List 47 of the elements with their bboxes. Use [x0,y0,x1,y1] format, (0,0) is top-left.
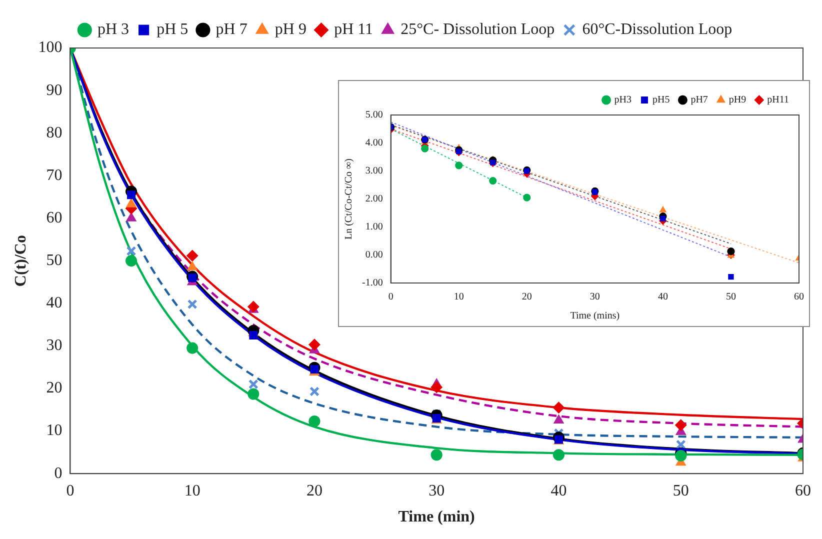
y-tick-label: 50 [46,252,62,270]
x-axis-title: Time (mins) [570,310,620,322]
y-tick-label: 60 [46,209,62,226]
y-tick-label: 0 [54,464,62,482]
x-tick-label: 40 [658,292,668,303]
y-tick-label: 100 [38,39,62,56]
x-tick-label: 50 [726,292,736,303]
legend-label: pH 11 [334,21,374,38]
legend-label: 25°C- Dissolution Loop [400,21,555,38]
legend-label: pH 3 [97,21,130,38]
y-tick-label: 10 [46,422,62,440]
y-tick-label: 0.00 [365,250,383,261]
x-tick-label: 60 [795,482,811,500]
legend-label: pH 9 [274,21,306,38]
y-tick-label: 70 [46,166,62,184]
y-axis-title: C(t)/Co [12,235,30,287]
x-tick-label: 40 [550,482,567,500]
x-tick-label: 20 [522,292,532,303]
y-tick-label: 4.00 [365,138,383,149]
legend-label: pH7 [690,94,708,106]
x-tick-label: 0 [66,482,74,500]
y-tick-label: 20 [46,380,62,397]
legend-label: 60°C-Dissolution Loop [582,21,732,38]
legend-label: pH9 [728,94,746,106]
legend-label: pH11 [767,94,790,106]
y-tick-label: 90 [46,82,62,99]
x-tick-label: 0 [388,292,394,303]
y-axis-title: Ln (Ct/Co-Ct/Co ∞) [344,158,355,240]
x-tick-label: 20 [306,482,322,500]
x-tick-label: 10 [184,482,200,500]
legend-label: pH 7 [216,21,248,38]
y-tick-label: 1.00 [365,222,383,233]
y-tick-label: -1.00 [362,278,383,289]
x-tick-label: 30 [428,482,445,500]
legend-label: pH 5 [156,21,188,38]
x-tick-label: 50 [672,482,689,500]
y-tick-label: 80 [46,124,62,142]
legend-label: pH3 [614,94,632,106]
y-tick-label: 2.00 [365,194,383,205]
x-tick-label: 10 [454,292,464,303]
x-tick-label: 30 [590,292,600,303]
y-tick-label: 5.00 [365,110,383,121]
x-axis-title: Time (min) [398,508,475,526]
y-tick-label: 3.00 [365,166,383,177]
y-tick-label: 30 [46,337,62,354]
x-tick-label: 60 [794,292,804,303]
legend-label: pH5 [652,94,670,106]
